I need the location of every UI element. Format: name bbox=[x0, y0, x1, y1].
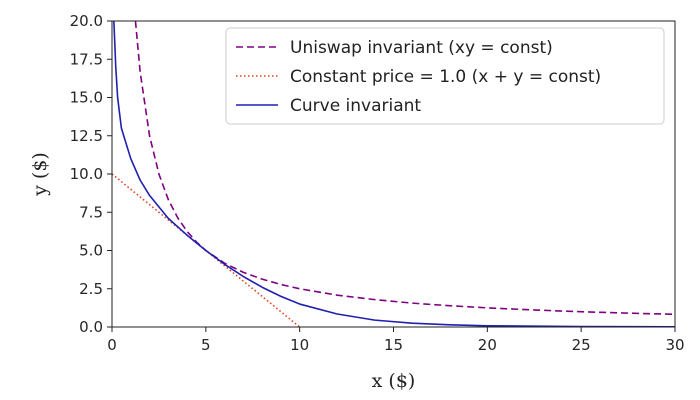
y-tick-label: 0.0 bbox=[79, 318, 103, 336]
legend-label-0: Uniswap invariant (xy = const) bbox=[290, 38, 553, 58]
y-tick-label: 2.5 bbox=[79, 280, 103, 298]
legend-box bbox=[225, 27, 665, 125]
tick-group: 0 5 10 15 20 25 30 0.0 2.5 5.0 7.5 10.0 12.5 15.0 17.5… bbox=[70, 12, 685, 354]
x-axis-label: x ($) bbox=[372, 370, 416, 392]
y-tick-label: 17.5 bbox=[70, 50, 103, 68]
legend: Uniswap invariant (xy = const) Constant p… bbox=[225, 27, 665, 125]
series-line-2 bbox=[113, 21, 675, 327]
x-tick-label: 20 bbox=[478, 336, 497, 354]
y-tick-label: 12.5 bbox=[70, 127, 103, 145]
x-tick-label: 15 bbox=[384, 336, 403, 354]
series-line-0 bbox=[134, 21, 675, 316]
x-tick-label: 5 bbox=[201, 336, 211, 354]
x-tick-label: 30 bbox=[665, 336, 684, 354]
series-group bbox=[112, 21, 675, 327]
x-tick-label: 25 bbox=[572, 336, 591, 354]
y-tick-label: 20.0 bbox=[70, 12, 103, 30]
y-tick-label: 10.0 bbox=[70, 165, 103, 183]
x-tick-label: 10 bbox=[290, 336, 309, 354]
y-tick-label: 5.0 bbox=[79, 242, 103, 260]
y-tick-label: 7.5 bbox=[79, 203, 103, 221]
x-tick-label: 0 bbox=[107, 336, 117, 354]
legend-label-2: Curve invariant bbox=[290, 96, 421, 116]
y-axis-label: y ($) bbox=[29, 152, 51, 197]
legend-label-1: Constant price = 1.0 (x + y = const) bbox=[290, 67, 601, 87]
y-tick-label: 15.0 bbox=[70, 89, 103, 107]
